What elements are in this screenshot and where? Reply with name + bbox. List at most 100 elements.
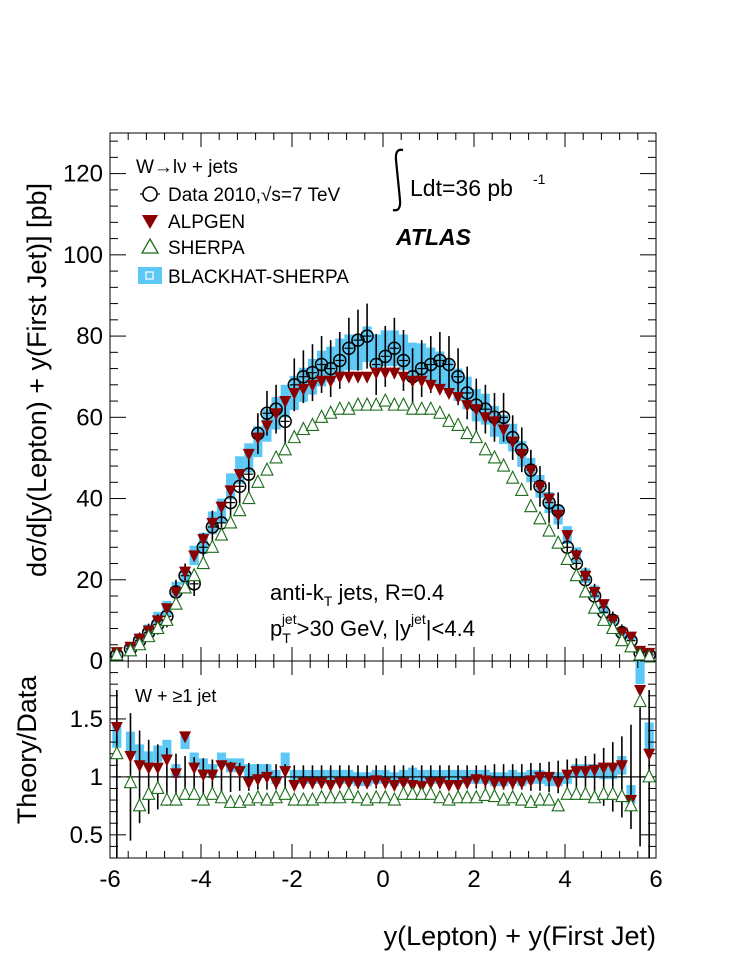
sherpa-point bbox=[278, 786, 293, 800]
alpgen-point bbox=[197, 534, 210, 547]
alpgen-point bbox=[515, 448, 528, 461]
sherpa-point bbox=[141, 628, 156, 643]
y-tick-label: 40 bbox=[76, 486, 103, 513]
x-tick-label: 2 bbox=[467, 866, 480, 893]
data-point bbox=[433, 353, 447, 368]
sherpa-point bbox=[560, 786, 575, 800]
alpgen-point bbox=[361, 777, 374, 790]
x-tick-label: -4 bbox=[190, 866, 211, 893]
alpgen-point bbox=[233, 469, 246, 482]
sherpa-point bbox=[460, 425, 475, 440]
data-point bbox=[278, 414, 292, 429]
y-tick-label: 1 bbox=[90, 764, 103, 791]
sherpa-point bbox=[223, 794, 238, 808]
bottom-ylabel: Theory/Data bbox=[12, 675, 42, 825]
alpgen-point bbox=[288, 779, 301, 792]
alpgen-point bbox=[151, 762, 164, 775]
alpgen-point bbox=[279, 766, 292, 779]
sherpa-point bbox=[196, 555, 211, 570]
sherpa-point bbox=[551, 534, 566, 549]
alpgen-point bbox=[251, 432, 264, 445]
sherpa-point bbox=[332, 400, 347, 415]
sherpa-point bbox=[178, 786, 192, 800]
sherpa-point bbox=[487, 449, 502, 464]
atlas-label: ATLAS bbox=[395, 224, 472, 250]
alpgen-point bbox=[260, 420, 273, 433]
legend-label-sherpa: SHERPA bbox=[168, 238, 245, 259]
sherpa-point bbox=[123, 774, 138, 789]
sherpa-point bbox=[569, 786, 584, 800]
x-tick-label: 4 bbox=[558, 866, 571, 893]
data-point bbox=[351, 333, 365, 347]
sherpa-point bbox=[414, 786, 429, 800]
sherpa-point bbox=[169, 595, 183, 610]
alpgen-point bbox=[169, 586, 182, 599]
sherpa-point bbox=[605, 620, 620, 635]
sherpa-point bbox=[296, 421, 311, 436]
data-point bbox=[442, 357, 456, 372]
alpgen-point bbox=[543, 771, 556, 784]
legend-data-marker bbox=[140, 186, 160, 202]
alpgen-point bbox=[179, 731, 192, 744]
annotation-line2: pTjet>30 GeV, |yjet|<4.4 bbox=[270, 611, 475, 646]
sherpa-point bbox=[633, 646, 647, 661]
sherpa-point bbox=[351, 789, 365, 804]
data-point bbox=[387, 341, 402, 356]
legend-sherpa-marker bbox=[140, 237, 160, 254]
sherpa-point bbox=[305, 417, 320, 431]
sherpa-point bbox=[314, 409, 329, 423]
bottom-panel: 0.5 1 1.5 -6 -4 -2 0 2 4 6 W + ≥1 jet Theory/Dat… bbox=[12, 660, 663, 951]
alpgen-point bbox=[297, 383, 310, 396]
blackhat-band bbox=[216, 752, 227, 767]
sherpa-point bbox=[260, 461, 274, 476]
sherpa-point bbox=[351, 396, 365, 411]
legend-label-alpgen: ALPGEN bbox=[168, 212, 245, 233]
sherpa-point bbox=[542, 522, 556, 537]
sherpa-point bbox=[423, 400, 438, 415]
sherpa-point bbox=[469, 429, 484, 444]
data-point bbox=[314, 357, 329, 372]
data-point bbox=[296, 369, 311, 384]
legend-alpgen-marker bbox=[142, 215, 158, 229]
sherpa-point bbox=[514, 791, 529, 806]
sherpa-point bbox=[232, 502, 247, 517]
sherpa-point bbox=[578, 786, 593, 800]
y-tick-label: 120 bbox=[63, 161, 103, 188]
alpgen-point bbox=[260, 771, 273, 784]
sherpa-point bbox=[109, 646, 124, 661]
sherpa-point bbox=[605, 786, 620, 800]
alpgen-point bbox=[506, 777, 519, 790]
alpgen-point bbox=[324, 779, 337, 792]
alpgen-point bbox=[279, 396, 292, 409]
alpgen-point bbox=[215, 501, 228, 514]
sherpa-point bbox=[278, 441, 293, 456]
alpgen-point bbox=[606, 762, 619, 775]
sherpa-point bbox=[341, 786, 356, 800]
alpgen-point bbox=[315, 777, 328, 790]
alpgen-point bbox=[160, 603, 173, 616]
sherpa-point bbox=[569, 567, 584, 582]
alpgen-point bbox=[142, 762, 155, 775]
sherpa-point bbox=[596, 786, 611, 800]
sherpa-point bbox=[178, 579, 192, 594]
data-point bbox=[378, 349, 393, 364]
blackhat-band bbox=[635, 661, 645, 685]
alpgen-point bbox=[588, 764, 601, 777]
sherpa-point bbox=[287, 429, 302, 444]
alpgen-point bbox=[442, 387, 455, 400]
sherpa-point bbox=[205, 539, 220, 553]
alpgen-point bbox=[169, 768, 182, 781]
data-point bbox=[333, 353, 347, 368]
sherpa-point bbox=[405, 786, 420, 800]
alpgen-point bbox=[361, 371, 374, 384]
ratio-marks-layer bbox=[109, 684, 657, 858]
top-marks-layer bbox=[109, 303, 657, 663]
sherpa-point bbox=[360, 396, 374, 411]
alpgen-point bbox=[515, 777, 528, 790]
sherpa-point bbox=[514, 482, 529, 496]
sherpa-point bbox=[624, 638, 638, 653]
alpgen-point bbox=[242, 777, 255, 790]
alpgen-point bbox=[506, 436, 519, 449]
sherpa-point bbox=[296, 791, 311, 806]
sherpa-point bbox=[478, 441, 493, 456]
